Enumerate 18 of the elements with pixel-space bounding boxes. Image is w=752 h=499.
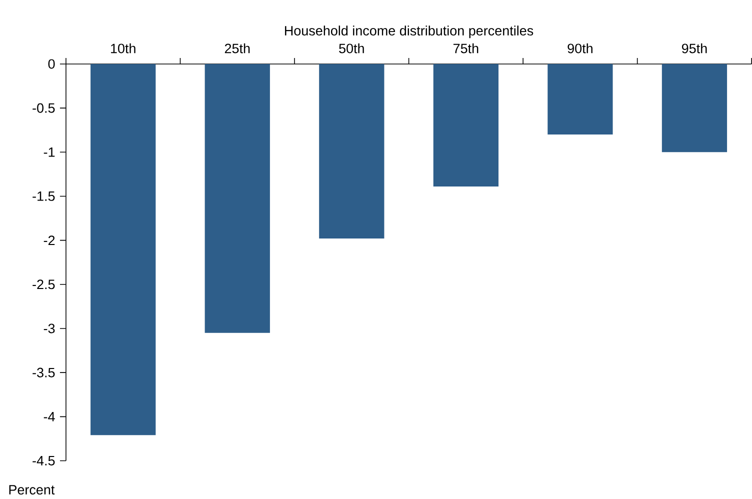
y-tick-label: -1.5 [32, 192, 55, 202]
x-axis-title: Household income distribution percentiles [285, 26, 534, 38]
y-tick-label: -1 [44, 148, 55, 157]
y-tick-label: -3.5 [32, 368, 55, 378]
y-tick-label: -2 [44, 236, 55, 246]
y-tick-label: -4 [44, 412, 55, 422]
y-tick-label: -3 [44, 324, 55, 334]
x-tick-label: 90th [568, 43, 592, 54]
y-tick-label: -0.5 [32, 103, 55, 113]
y-tick-label: 0 [48, 59, 55, 69]
y-tick-label: -4.5 [32, 456, 55, 466]
x-tick-label: 25th [224, 43, 250, 54]
x-tick-label: 75th [453, 43, 478, 54]
x-tick-label: 50th [339, 43, 364, 54]
y-axis-title: Percent [9, 485, 55, 495]
x-tick-label: 95th [682, 43, 707, 54]
y-tick-label: -2.5 [32, 280, 55, 290]
x-tick-label: 10th [111, 43, 136, 54]
